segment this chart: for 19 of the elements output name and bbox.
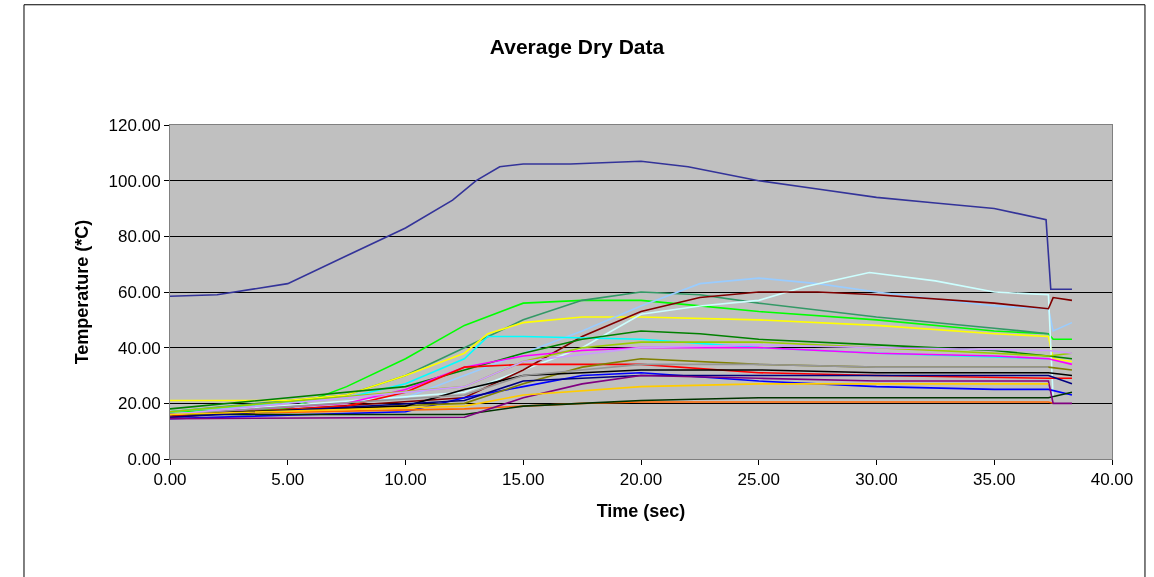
y-axis-title: Temperature (*C) <box>71 219 92 365</box>
y-tick-label: 0.00 <box>127 449 161 469</box>
x-tick-label: 0.00 <box>153 470 187 490</box>
y-tick-label: 20.00 <box>118 394 161 414</box>
x-tick-label: 15.00 <box>501 470 545 490</box>
x-tick-label: 35.00 <box>972 470 1016 490</box>
y-tick-label: 40.00 <box>118 338 161 358</box>
x-tick-label: 20.00 <box>619 470 663 490</box>
y-tick-label: 100.00 <box>108 171 161 191</box>
chart-title: Average Dry Data <box>489 34 665 58</box>
x-tick-label: 10.00 <box>384 470 427 490</box>
x-tick-label: 5.00 <box>271 470 305 490</box>
x-tick-label: 30.00 <box>855 470 898 490</box>
y-tick-label: 60.00 <box>118 282 161 302</box>
x-tick-label: 25.00 <box>737 470 781 490</box>
x-axis-title: Time (sec) <box>596 500 686 521</box>
y-tick-label: 80.00 <box>118 227 161 247</box>
y-tick-label: 120.00 <box>108 115 161 135</box>
x-tick-label: 40.00 <box>1090 470 1134 490</box>
